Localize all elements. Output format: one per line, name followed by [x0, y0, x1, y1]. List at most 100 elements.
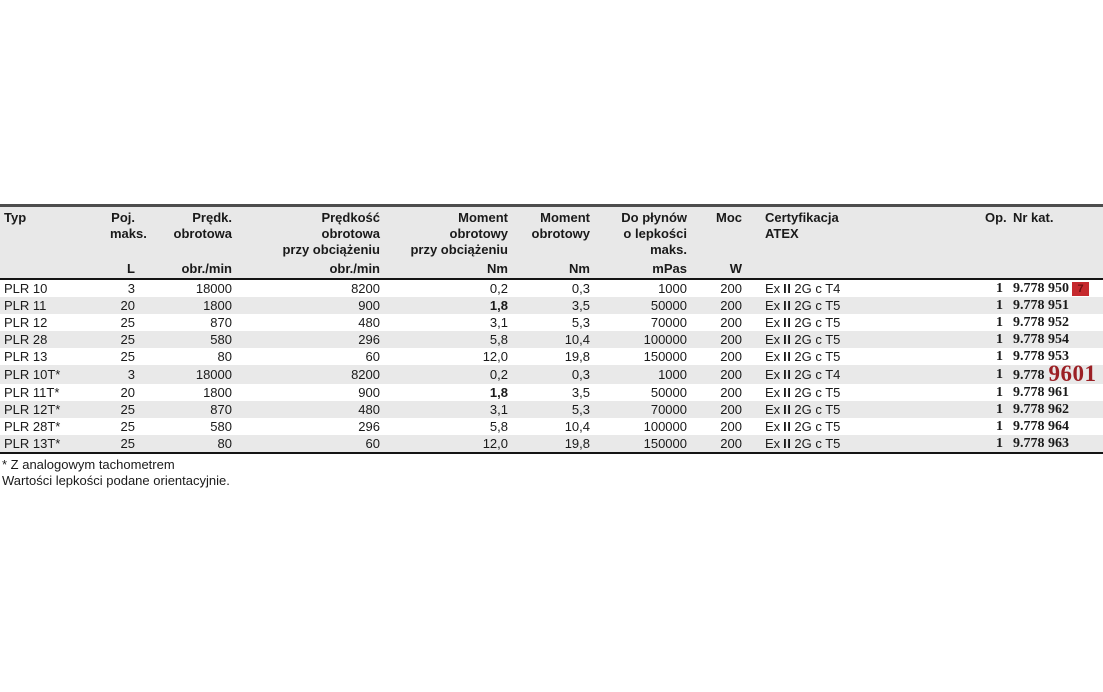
cell-moc: 200 — [720, 349, 742, 364]
cell-moment-obc: 3,1 — [489, 315, 508, 330]
table-row-plr-28: PLR 28 25 580 296 5,8 10,4 100000 200 Ex… — [0, 331, 1103, 348]
cell-lepkosc: 70000 — [650, 402, 687, 417]
cell-moc: 200 — [720, 385, 742, 400]
table-row-plr-13t: PLR 13T* 25 80 60 12,0 19,8 150000 200 E… — [0, 435, 1103, 452]
cell-moment: 19,8 — [564, 436, 590, 451]
cell-moment-obc: 0,2 — [489, 281, 508, 296]
cell-lepkosc: 150000 — [643, 436, 687, 451]
cell-typ: PLR 11 — [4, 298, 47, 313]
cell-predk-obc: 296 — [358, 332, 380, 347]
cell-atex: Ex II 2G c T5 — [765, 332, 841, 347]
table-row-plr-11: PLR 11 20 1800 900 1,8 3,5 50000 200 Ex I… — [0, 297, 1103, 314]
cell-lepkosc: 70000 — [650, 315, 687, 330]
table-row-plr-10t: PLR 10T* 3 18000 8200 0,2 0,3 1000 200 E… — [0, 362, 1103, 385]
cell-nr-kat: 9.778 950 7 — [1003, 279, 1103, 297]
cell-lepkosc: 1000 — [658, 281, 687, 296]
cell-predk: 870 — [210, 315, 232, 330]
cell-moment: 5,3 — [571, 402, 590, 417]
cell-moment-obc: 1,8 — [489, 385, 508, 400]
spec-table-wrap: Typ Poj. maks. L Prędk. obrotowa obr./min … — [0, 204, 1103, 454]
cell-predk-obc: 480 — [358, 315, 380, 330]
cell-predk: 580 — [210, 332, 232, 347]
table-row-plr-11t: PLR 11T* 20 1800 900 1,8 3,5 50000 200 E… — [0, 384, 1103, 401]
cell-poj: 25 — [120, 332, 135, 347]
cell-poj: 25 — [120, 436, 135, 451]
cell-atex: Ex II 2G c T5 — [765, 436, 841, 451]
cell-moment-obc: 12,0 — [482, 436, 508, 451]
cell-nr-kat: 9.778 952 — [1013, 315, 1069, 330]
cell-moment-obc: 1,8 — [489, 298, 508, 313]
cell-predk: 870 — [210, 402, 232, 417]
cell-typ: PLR 13 — [4, 349, 48, 364]
cell-op: 1 — [996, 419, 1003, 434]
cell-atex: Ex II 2G c T5 — [765, 419, 841, 434]
col-header-predk-obrotowa: Prędk. obrotowa obr./min — [135, 207, 232, 280]
header-row: Typ Poj. maks. L Prędk. obrotowa obr./min … — [0, 207, 1103, 280]
cell-nr-kat: 9.778 962 — [1013, 402, 1069, 417]
footnotes: * Z analogowym tachometrem Wartości lepk… — [0, 457, 1103, 489]
cell-predk: 1800 — [203, 385, 232, 400]
red-footnote-marker: 7 — [1072, 281, 1089, 296]
cell-moment: 10,4 — [564, 332, 590, 347]
cell-predk: 580 — [210, 419, 232, 434]
cell-moment: 3,5 — [571, 298, 590, 313]
cell-atex: Ex II 2G c T5 — [765, 315, 841, 330]
cell-predk-obc: 60 — [365, 436, 380, 451]
cell-nr-kat: 9.778 961 — [1013, 385, 1069, 400]
cell-poj: 20 — [120, 385, 135, 400]
cell-atex: Ex II 2G c T4 — [765, 367, 841, 382]
cell-poj: 20 — [120, 298, 135, 313]
cell-predk: 18000 — [195, 367, 232, 382]
cell-nr-kat: 9.778 964 — [1013, 419, 1069, 434]
cell-op: 1 — [996, 349, 1003, 364]
cell-nr-kat: 9.778 963 — [1013, 436, 1069, 451]
cell-atex: Ex II 2G c T5 — [765, 349, 841, 364]
cell-predk: 18000 — [195, 281, 232, 296]
cell-op: 1 — [996, 281, 1003, 296]
cell-moment-obc: 0,2 — [489, 367, 508, 382]
cell-moc: 200 — [720, 367, 742, 382]
cell-moment-obc: 5,8 — [489, 419, 508, 434]
cell-lepkosc: 50000 — [650, 298, 687, 313]
col-header-nr-kat: Nr kat. — [1003, 207, 1103, 280]
cell-moment: 3,5 — [571, 385, 590, 400]
cell-op: 1 — [996, 385, 1003, 400]
cell-moment: 0,3 — [571, 367, 590, 382]
cell-predk: 1800 — [203, 298, 232, 313]
cell-predk-obc: 296 — [358, 419, 380, 434]
cell-lepkosc: 100000 — [643, 332, 687, 347]
cell-op: 1 — [996, 332, 1003, 347]
cell-nr-kat: 9.778 951 — [1013, 298, 1069, 313]
table-row-plr-12: PLR 12 25 870 480 3,1 5,3 70000 200 Ex II… — [0, 314, 1103, 331]
cell-moment: 5,3 — [571, 315, 590, 330]
table-header: Typ Poj. maks. L Prędk. obrotowa obr./min … — [0, 207, 1103, 280]
cell-poj: 25 — [120, 349, 135, 364]
cell-poj: 25 — [120, 402, 135, 417]
cell-op: 1 — [996, 315, 1003, 330]
col-header-moment-obrotowy: Moment obrotowy Nm — [508, 207, 590, 280]
cell-moment-obc: 5,8 — [489, 332, 508, 347]
footnote-tachometer: * Z analogowym tachometrem — [2, 457, 175, 472]
cell-nr-kat: 9.778 954 — [1013, 332, 1069, 347]
red-correction-annotation: 9601 — [1048, 361, 1097, 386]
col-header-typ: Typ — [0, 207, 110, 280]
col-header-poj-maks: Poj. maks. L — [110, 207, 147, 280]
cell-moment-obc: 3,1 — [489, 402, 508, 417]
cell-predk-obc: 8200 — [351, 367, 380, 382]
col-header-moc: Moc W — [687, 207, 742, 280]
cell-moment: 10,4 — [564, 419, 590, 434]
table-row-plr-12t: PLR 12T* 25 870 480 3,1 5,3 70000 200 Ex… — [0, 401, 1103, 418]
cell-lepkosc: 1000 — [658, 367, 687, 382]
cell-op: 1 — [996, 436, 1003, 451]
cell-typ: PLR 10T* — [4, 367, 61, 382]
table-row-plr-13: PLR 13 25 80 60 12,0 19,8 150000 200 Ex I… — [0, 348, 1103, 365]
cell-lepkosc: 100000 — [643, 419, 687, 434]
cell-typ: PLR 11T* — [4, 385, 60, 400]
spec-table-block: Typ Poj. maks. L Prędk. obrotowa obr./min … — [0, 204, 1103, 489]
col-header-moment-przy-obciazeniu: Moment obrotowy przy obciążeniu Nm — [380, 207, 508, 280]
cell-typ: PLR 10 — [4, 281, 48, 296]
cell-typ: PLR 28T* — [4, 419, 61, 434]
col-header-op: Op. — [985, 207, 1007, 280]
cell-op: 1 — [996, 402, 1003, 417]
cell-op: 1 — [996, 367, 1003, 382]
